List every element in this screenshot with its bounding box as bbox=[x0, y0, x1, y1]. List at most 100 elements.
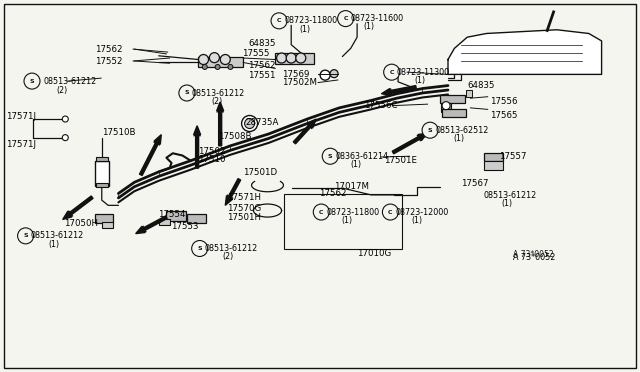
Text: 08723-11800: 08723-11800 bbox=[285, 16, 338, 25]
Circle shape bbox=[442, 102, 450, 110]
Bar bbox=[166, 211, 186, 221]
Text: (1): (1) bbox=[415, 76, 426, 85]
Text: (2): (2) bbox=[211, 97, 223, 106]
Circle shape bbox=[314, 204, 329, 220]
Text: S: S bbox=[23, 233, 28, 238]
FancyArrow shape bbox=[194, 126, 200, 168]
Text: C: C bbox=[343, 16, 348, 21]
Text: A 73*0052: A 73*0052 bbox=[513, 253, 556, 262]
Text: 17508B: 17508B bbox=[218, 132, 251, 141]
Circle shape bbox=[276, 53, 287, 63]
Text: (1): (1) bbox=[501, 199, 512, 208]
Bar bbox=[440, 95, 465, 103]
Circle shape bbox=[244, 119, 255, 128]
Bar bbox=[95, 161, 109, 186]
Bar bbox=[198, 57, 243, 67]
Text: S: S bbox=[197, 246, 202, 251]
FancyArrow shape bbox=[140, 135, 161, 176]
Circle shape bbox=[202, 64, 207, 70]
Text: 17502: 17502 bbox=[198, 147, 226, 156]
Circle shape bbox=[384, 64, 399, 80]
Bar bbox=[102, 222, 113, 228]
Bar bbox=[484, 153, 503, 161]
Bar bbox=[284, 194, 402, 249]
Text: 17554: 17554 bbox=[158, 210, 186, 219]
Circle shape bbox=[198, 55, 209, 64]
Text: (2): (2) bbox=[223, 252, 234, 261]
Text: 17562: 17562 bbox=[248, 61, 275, 70]
Bar bbox=[466, 90, 472, 97]
Text: 64835: 64835 bbox=[467, 81, 495, 90]
Text: 17556C: 17556C bbox=[364, 101, 397, 110]
Circle shape bbox=[383, 204, 398, 220]
Bar bbox=[95, 214, 113, 223]
Circle shape bbox=[24, 73, 40, 89]
Circle shape bbox=[215, 64, 220, 70]
Polygon shape bbox=[448, 30, 602, 74]
Text: 17569: 17569 bbox=[282, 70, 309, 79]
Text: (1): (1) bbox=[364, 22, 374, 31]
Bar bbox=[96, 157, 108, 161]
Text: (1): (1) bbox=[342, 216, 353, 225]
Text: 17556: 17556 bbox=[490, 97, 517, 106]
Circle shape bbox=[209, 53, 220, 62]
Text: 17501D: 17501D bbox=[243, 169, 277, 177]
Text: 17010G: 17010G bbox=[357, 249, 392, 258]
Text: S: S bbox=[29, 78, 35, 84]
FancyArrow shape bbox=[63, 196, 93, 219]
Circle shape bbox=[62, 116, 68, 122]
Text: 17570G: 17570G bbox=[227, 204, 261, 213]
Circle shape bbox=[179, 85, 195, 101]
Circle shape bbox=[296, 53, 306, 63]
Text: (1): (1) bbox=[48, 240, 59, 248]
Circle shape bbox=[228, 64, 233, 70]
Circle shape bbox=[18, 228, 34, 244]
Text: 28735A: 28735A bbox=[246, 118, 279, 126]
Text: 08723-11300: 08723-11300 bbox=[397, 68, 450, 77]
Bar bbox=[484, 161, 503, 170]
Text: 17555: 17555 bbox=[242, 49, 269, 58]
Bar bbox=[442, 109, 466, 117]
Text: 17017M: 17017M bbox=[334, 182, 369, 191]
Bar bbox=[275, 53, 314, 64]
Text: 08513-61212: 08513-61212 bbox=[31, 231, 84, 240]
Circle shape bbox=[422, 122, 438, 138]
Text: S: S bbox=[184, 90, 189, 96]
Text: 17552: 17552 bbox=[95, 57, 122, 65]
Text: 08723-12000: 08723-12000 bbox=[396, 208, 449, 217]
Text: 08723-11600: 08723-11600 bbox=[351, 14, 404, 23]
Text: C: C bbox=[276, 18, 282, 23]
Bar bbox=[187, 214, 206, 223]
Text: 08513-61212: 08513-61212 bbox=[192, 89, 245, 97]
Text: 08513-61212: 08513-61212 bbox=[484, 191, 537, 200]
Text: 08513-61212: 08513-61212 bbox=[205, 244, 258, 253]
Bar bbox=[96, 183, 108, 187]
Text: C: C bbox=[319, 209, 324, 215]
Text: 17562: 17562 bbox=[319, 189, 346, 198]
Text: 17557: 17557 bbox=[499, 152, 527, 161]
Text: 17562: 17562 bbox=[95, 45, 122, 54]
Text: 17567: 17567 bbox=[461, 179, 488, 188]
Bar bbox=[441, 103, 451, 112]
FancyArrow shape bbox=[217, 102, 223, 146]
Text: (1): (1) bbox=[300, 25, 310, 33]
Text: 17565: 17565 bbox=[490, 111, 517, 120]
Text: S: S bbox=[428, 128, 433, 133]
Text: 17510: 17510 bbox=[198, 155, 226, 164]
Circle shape bbox=[242, 115, 258, 132]
Text: C: C bbox=[388, 209, 393, 215]
Text: 17571H: 17571H bbox=[227, 193, 261, 202]
Text: 08513-62512: 08513-62512 bbox=[435, 126, 488, 135]
Text: 17501E: 17501E bbox=[384, 156, 417, 165]
Text: A 73*0052: A 73*0052 bbox=[513, 250, 554, 259]
Text: (1): (1) bbox=[411, 216, 422, 225]
Text: 08363-61214: 08363-61214 bbox=[335, 152, 388, 161]
FancyArrow shape bbox=[225, 179, 241, 205]
Text: 17571J: 17571J bbox=[6, 140, 36, 149]
Text: (2): (2) bbox=[56, 86, 68, 94]
Text: 08723-11800: 08723-11800 bbox=[326, 208, 380, 217]
Text: (1): (1) bbox=[351, 160, 362, 169]
Circle shape bbox=[323, 148, 339, 164]
Text: 17571J: 17571J bbox=[6, 112, 36, 121]
Text: S: S bbox=[328, 154, 333, 159]
